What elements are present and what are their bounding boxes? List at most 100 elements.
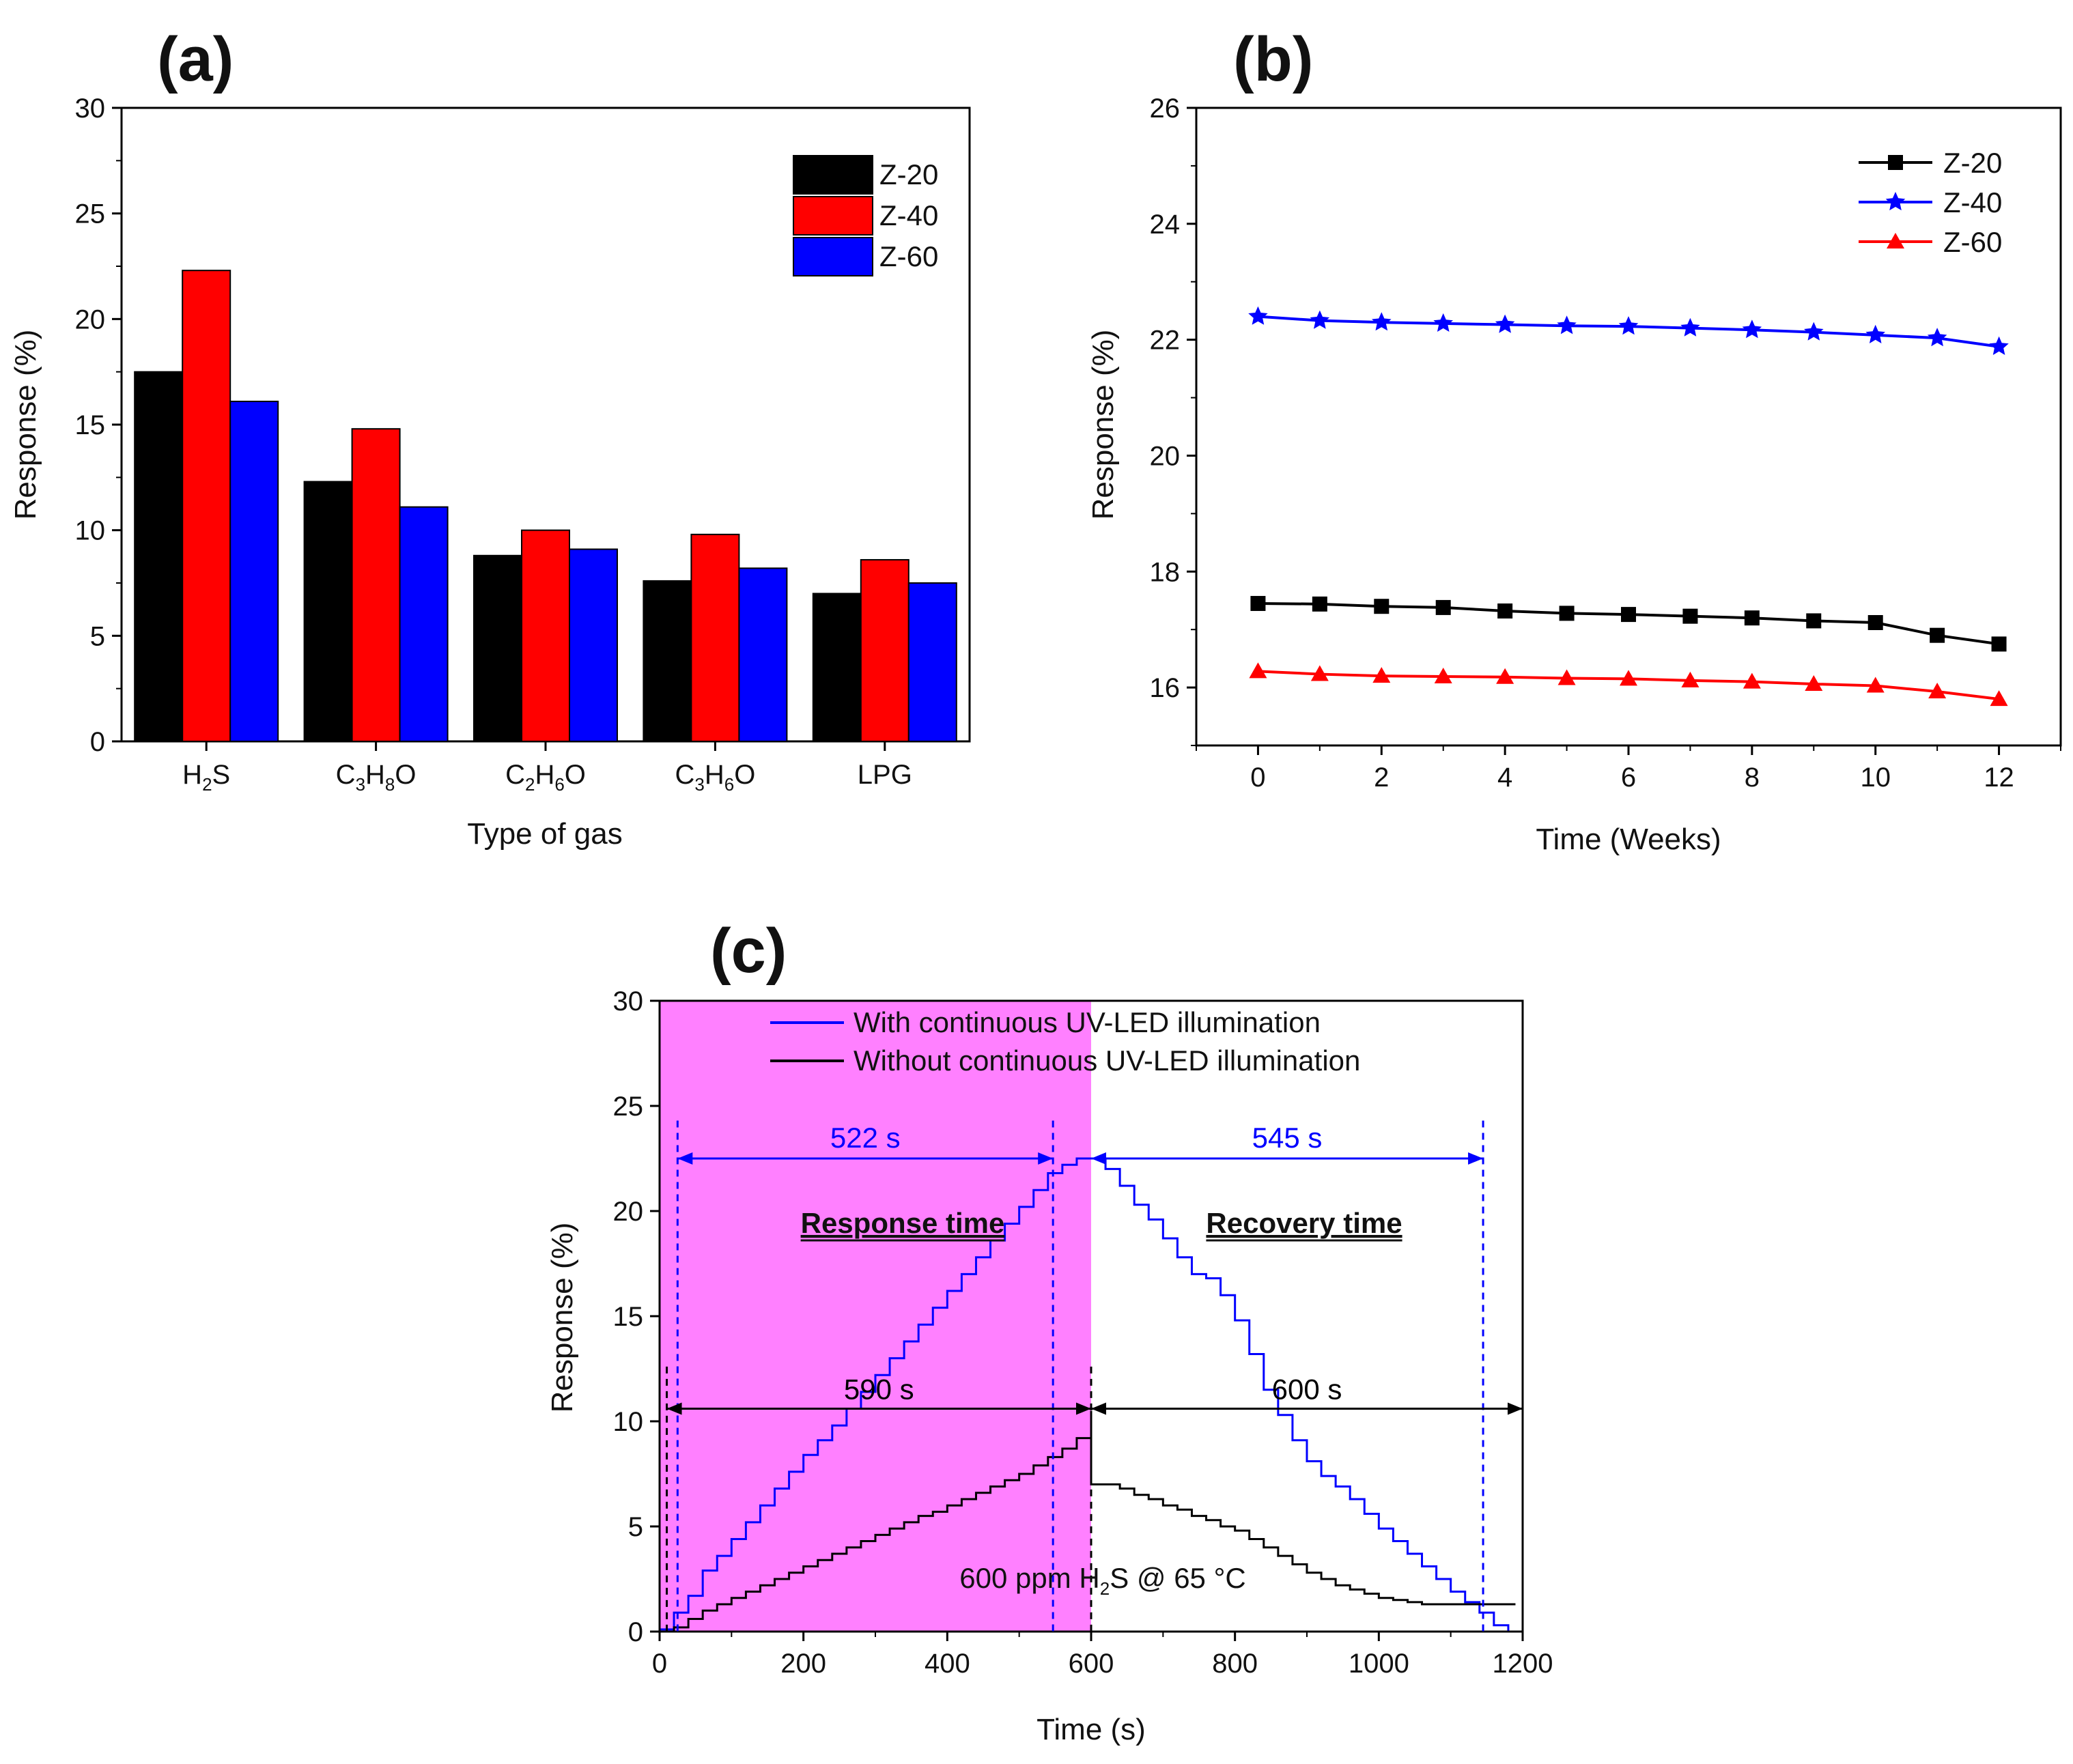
point-z-60-week-9	[1805, 674, 1823, 691]
y-tick-label: 15	[75, 410, 106, 440]
y-tick-label: 10	[613, 1407, 644, 1437]
x-tick-label: 1000	[1349, 1649, 1409, 1679]
point-z-60-week-6	[1620, 670, 1637, 686]
x-tick-label-c2h6o: C2H6O	[505, 760, 586, 795]
y-tick-label: 25	[75, 199, 106, 229]
y-axis-label: Response (%)	[1086, 330, 1120, 520]
point-z-40-week-8	[1742, 319, 1762, 339]
bar-z-60-c3h6o	[738, 567, 788, 743]
y-tick-label: 25	[613, 1092, 644, 1122]
black-recovery-span-arrowhead-right	[1508, 1402, 1523, 1415]
x-tick-label: 10	[1860, 763, 1891, 793]
point-z-40-week-2	[1372, 312, 1392, 331]
point-z-60-week-5	[1557, 669, 1576, 685]
x-tick-label: 800	[1212, 1649, 1258, 1679]
legend-marker-z-40	[1885, 192, 1906, 211]
blue-recovery-span-label: 545 s	[1252, 1122, 1323, 1154]
y-tick-label: 20	[1150, 441, 1181, 471]
bar-z-40-c3h6o	[690, 533, 740, 742]
point-z-40-week-6	[1618, 316, 1639, 335]
point-z-20-week-12	[1991, 636, 2007, 652]
point-z-20-week-5	[1559, 606, 1575, 621]
y-tick-label: 20	[75, 304, 106, 335]
y-tick-label: 0	[628, 1617, 643, 1647]
legend-label-z-20: Z-20	[1943, 147, 2002, 179]
point-z-60-week-12	[1990, 690, 2008, 707]
response-time-label: Response time	[801, 1207, 1005, 1239]
blue-recovery-span-arrowhead-left	[1091, 1152, 1106, 1165]
point-z-20-week-11	[1930, 627, 1945, 643]
x-axis-label: Time (s)	[1036, 1713, 1146, 1746]
plot-frame	[1195, 106, 2062, 747]
bar-z-20-c2h6o	[473, 554, 522, 743]
point-z-40-week-3	[1433, 313, 1453, 332]
x-tick-label-c3h6o: C3H6O	[675, 760, 755, 795]
point-z-60-week-7	[1681, 671, 1700, 687]
black-recovery-span-label: 600 s	[1272, 1374, 1342, 1406]
point-z-20-week-6	[1621, 607, 1636, 623]
legend-label-z-60: Z-60	[1943, 226, 2002, 258]
bar-z-40-c2h6o	[521, 529, 570, 743]
y-tick-label: 5	[628, 1512, 643, 1542]
condition-label: 600 ppm H2S @ 65 °C	[959, 1562, 1245, 1599]
curve-without-uv	[660, 1410, 1516, 1633]
point-z-40-week-0	[1248, 306, 1268, 325]
legend-swatch-z-40	[793, 196, 873, 236]
point-z-40-week-1	[1310, 310, 1330, 329]
x-tick-label: 600	[1069, 1649, 1114, 1679]
panel-label-b: (b)	[1233, 25, 1313, 94]
y-tick-label: 30	[75, 94, 106, 124]
legend-label-z-40: Z-40	[1943, 186, 2002, 218]
point-z-40-week-10	[1865, 324, 1885, 343]
x-tick-label-c3h8o: C3H8O	[336, 760, 417, 795]
bar-z-60-lpg	[907, 582, 957, 742]
panel-c: (c) 0 200 400 600 800 1000 1200 0 5 10 15 20 25 30 Time…	[546, 916, 1553, 1746]
point-z-20-week-8	[1744, 610, 1760, 626]
panel-a: (a) H2S C3H8O C2H6O C3H6O LPG 0 5 10 15 20 25 30 Type…	[9, 25, 971, 851]
x-tick-label: 8	[1745, 763, 1760, 793]
point-z-40-week-12	[1989, 336, 2009, 355]
point-z-40-week-11	[1927, 328, 1947, 347]
bar-z-20-c3h8o	[303, 481, 353, 743]
blue-response-span-label: 522 s	[830, 1122, 901, 1154]
point-z-20-week-0	[1250, 595, 1266, 611]
point-z-60-week-11	[1928, 683, 1947, 699]
point-z-20-week-1	[1312, 596, 1327, 612]
point-z-20-week-7	[1682, 608, 1698, 624]
point-z-60-week-4	[1496, 668, 1514, 684]
point-z-60-week-8	[1743, 672, 1761, 689]
y-tick-label: 10	[75, 516, 106, 546]
panel-label-a: (a)	[157, 25, 234, 94]
legend-label-z-60: Z-60	[879, 240, 938, 272]
x-tick-label: 0	[1250, 763, 1265, 793]
blue-recovery-span-arrowhead-right	[1468, 1152, 1484, 1165]
point-z-40-week-5	[1557, 315, 1577, 335]
x-tick-label: 200	[780, 1649, 826, 1679]
x-tick-label: 2	[1374, 763, 1389, 793]
y-tick-label: 0	[90, 727, 105, 757]
black-response-span-label: 590 s	[844, 1374, 914, 1406]
bar-z-60-c3h8o	[399, 506, 449, 742]
y-tick-label: 26	[1150, 94, 1181, 124]
y-tick-label: 16	[1150, 673, 1181, 703]
black-response-span-arrowhead-left	[666, 1402, 682, 1415]
point-z-60-week-3	[1434, 667, 1452, 683]
point-z-20-week-2	[1374, 599, 1390, 614]
x-tick-label: 400	[925, 1649, 970, 1679]
y-tick-label: 20	[613, 1197, 644, 1227]
point-z-60-week-10	[1866, 677, 1885, 693]
x-tick-label: 4	[1497, 763, 1512, 793]
y-tick-label: 22	[1150, 326, 1181, 356]
bar-z-20-lpg	[812, 593, 862, 743]
black-recovery-span-arrowhead-left	[1091, 1402, 1106, 1415]
y-tick-label: 15	[613, 1302, 644, 1332]
x-tick-label: 0	[652, 1649, 667, 1679]
bar-z-40-lpg	[860, 558, 909, 742]
point-z-40-week-4	[1495, 314, 1515, 333]
response-region-shading	[660, 1001, 1091, 1632]
blue-response-span-arrowhead-left	[677, 1152, 693, 1165]
point-z-40-week-9	[1804, 322, 1824, 341]
point-z-20-week-3	[1435, 599, 1451, 615]
